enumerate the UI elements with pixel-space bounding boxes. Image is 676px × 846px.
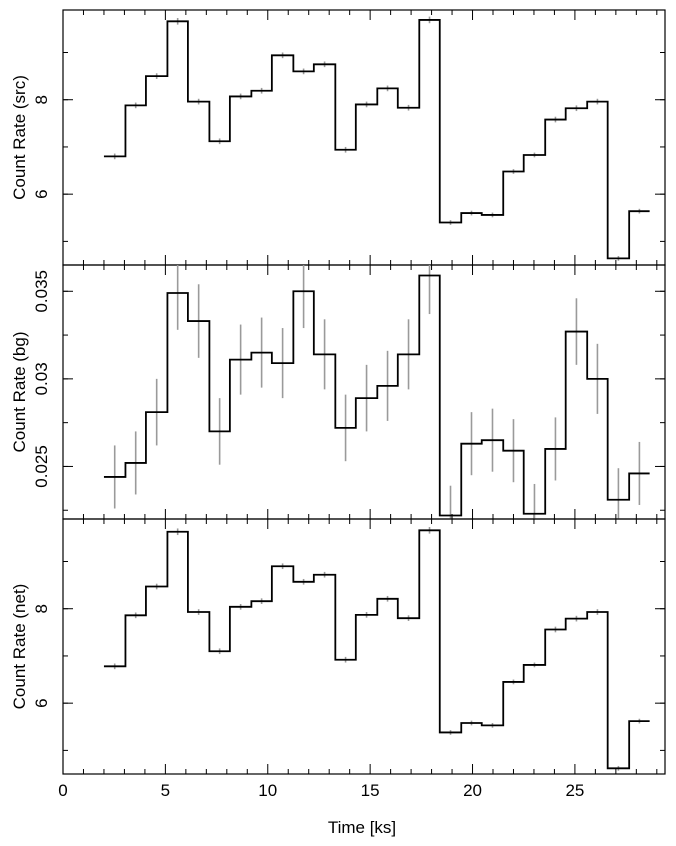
x-tick-label: 25 [565, 781, 584, 800]
step-line-net [103, 529, 650, 770]
y-axis-label-net: Count Rate (net) [10, 584, 29, 710]
panel-frame-bg [62, 264, 666, 520]
y-tick-label: 8 [32, 95, 51, 104]
x-tick-label: 10 [258, 781, 277, 800]
y-tick-label: 6 [32, 189, 51, 198]
panel-frame-net [62, 518, 666, 775]
x-tick-label: 5 [161, 781, 170, 800]
x-tick-label: 0 [58, 781, 67, 800]
x-tick-label: 20 [463, 781, 482, 800]
y-axis-label-src: Count Rate (src) [10, 75, 29, 200]
y-tick-label: 0.025 [32, 445, 51, 488]
y-tick-label: 0.035 [32, 270, 51, 313]
y-tick-label: 8 [32, 604, 51, 613]
x-axis-label: Time [ks] [328, 818, 396, 837]
y-tick-label: 0.03 [32, 362, 51, 395]
panel-frame-src [62, 9, 666, 266]
y-axis-label-bg: Count Rate (bg) [10, 332, 29, 453]
x-tick-label: 15 [361, 781, 380, 800]
step-line-bg [103, 274, 650, 517]
y-tick-label: 6 [32, 698, 51, 707]
step-line-src [103, 19, 650, 260]
